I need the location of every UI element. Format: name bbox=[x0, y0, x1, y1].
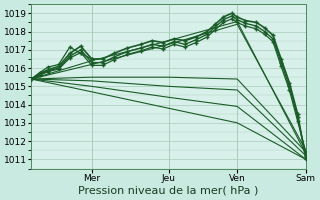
X-axis label: Pression niveau de la mer( hPa ): Pression niveau de la mer( hPa ) bbox=[78, 186, 259, 196]
